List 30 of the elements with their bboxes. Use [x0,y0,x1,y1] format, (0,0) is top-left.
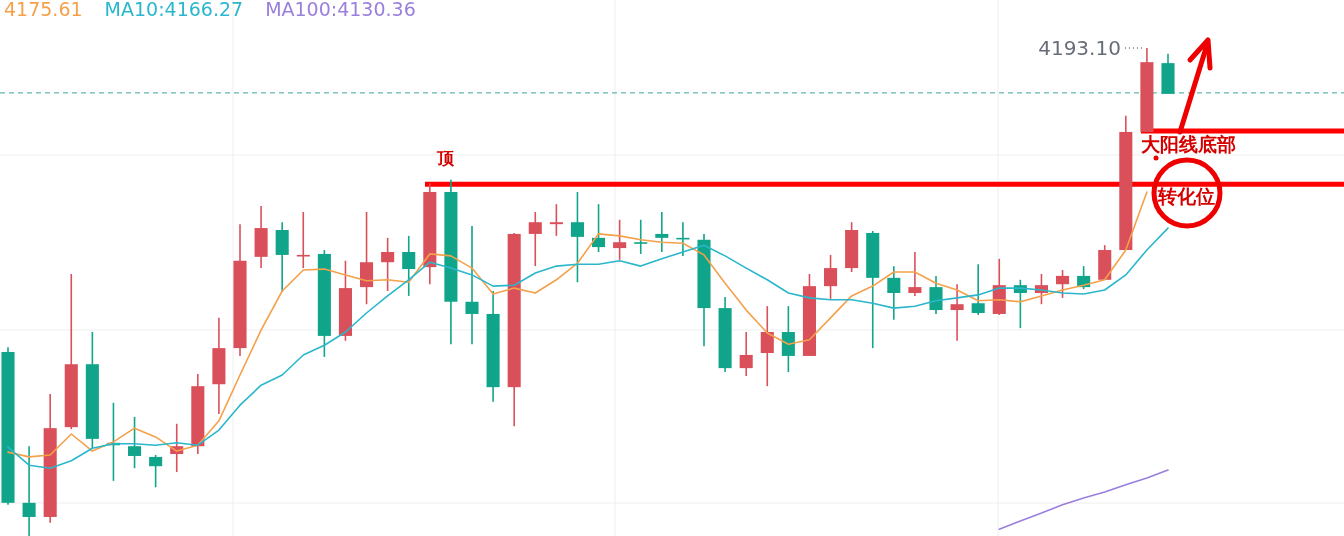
candlestick [971,263,985,316]
candlestick [528,211,542,267]
candlestick [781,305,795,373]
candlestick [402,235,416,297]
candlestick [950,283,964,342]
text: 4175.61 [4,0,83,20]
candlestick [381,237,395,292]
candlestick [549,203,563,237]
candlestick [465,225,479,346]
candlestick [739,331,753,377]
ref-line-label: 大阳线底部 [1141,132,1236,155]
candlestick [655,211,669,253]
candlestick [887,265,901,321]
candlestick [128,416,142,469]
annotation: 4193.10 [1038,36,1121,60]
candlestick [634,218,648,255]
candlestick [824,254,838,300]
candlestick [296,211,310,269]
text: MA10:4166.27 [104,0,244,20]
annotation: 转化位 [1156,185,1215,207]
candlestick [613,218,627,261]
candlestick [760,305,774,387]
candlestick [1056,269,1070,299]
ref-line-label: 顶 [435,148,455,169]
candlestick [149,454,163,488]
candlestick [570,191,584,284]
candlestick [929,275,943,315]
candlestick [22,445,36,536]
text: MA100:4130.36 [265,0,416,20]
candlestick [908,251,922,297]
